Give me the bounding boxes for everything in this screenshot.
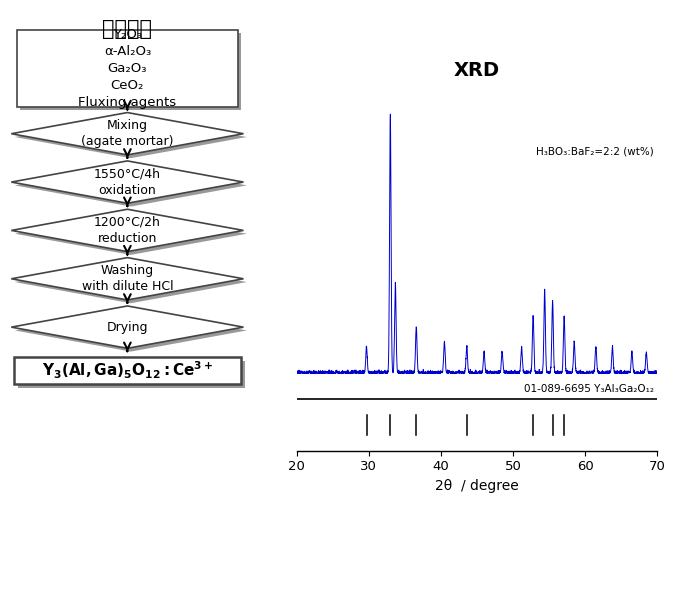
Text: $\mathbf{Y_3(Al,Ga)_5O_{12}:Ce^{3+}}$: $\mathbf{Y_3(Al,Ga)_5O_{12}:Ce^{3+}}$: [42, 360, 213, 382]
Polygon shape: [15, 310, 247, 352]
Text: 1200°C/2h
reduction: 1200°C/2h reduction: [94, 216, 161, 245]
Text: Drying: Drying: [106, 321, 148, 334]
Polygon shape: [11, 112, 243, 155]
Polygon shape: [15, 116, 247, 158]
Polygon shape: [11, 161, 243, 203]
Polygon shape: [11, 306, 243, 349]
FancyBboxPatch shape: [17, 30, 238, 106]
Polygon shape: [15, 213, 247, 255]
Polygon shape: [11, 258, 243, 300]
Polygon shape: [15, 261, 247, 304]
Text: Y₂O₃
α-Al₂O₃
Ga₂O₃
CeO₂
Fluxing agents: Y₂O₃ α-Al₂O₃ Ga₂O₃ CeO₂ Fluxing agents: [78, 28, 177, 109]
Text: H₃BO₃:BaF₂=2:2 (wt%): H₃BO₃:BaF₂=2:2 (wt%): [536, 147, 654, 157]
Polygon shape: [18, 361, 245, 388]
Title: XRD: XRD: [454, 61, 500, 81]
Polygon shape: [11, 209, 243, 252]
Text: 01-089-6695 Y₃Al₃Ga₂O₁₂: 01-089-6695 Y₃Al₃Ga₂O₁₂: [524, 384, 654, 394]
Polygon shape: [15, 164, 247, 207]
X-axis label: 2θ  / degree: 2θ / degree: [435, 479, 519, 493]
Text: Mixing
(agate mortar): Mixing (agate mortar): [81, 119, 174, 148]
Text: 1550°C/4h
oxidation: 1550°C/4h oxidation: [94, 168, 161, 197]
Text: Washing
with dilute HCl: Washing with dilute HCl: [82, 264, 173, 293]
Text: 합성방법: 합성방법: [102, 19, 152, 39]
FancyBboxPatch shape: [14, 357, 241, 385]
FancyBboxPatch shape: [20, 33, 241, 110]
